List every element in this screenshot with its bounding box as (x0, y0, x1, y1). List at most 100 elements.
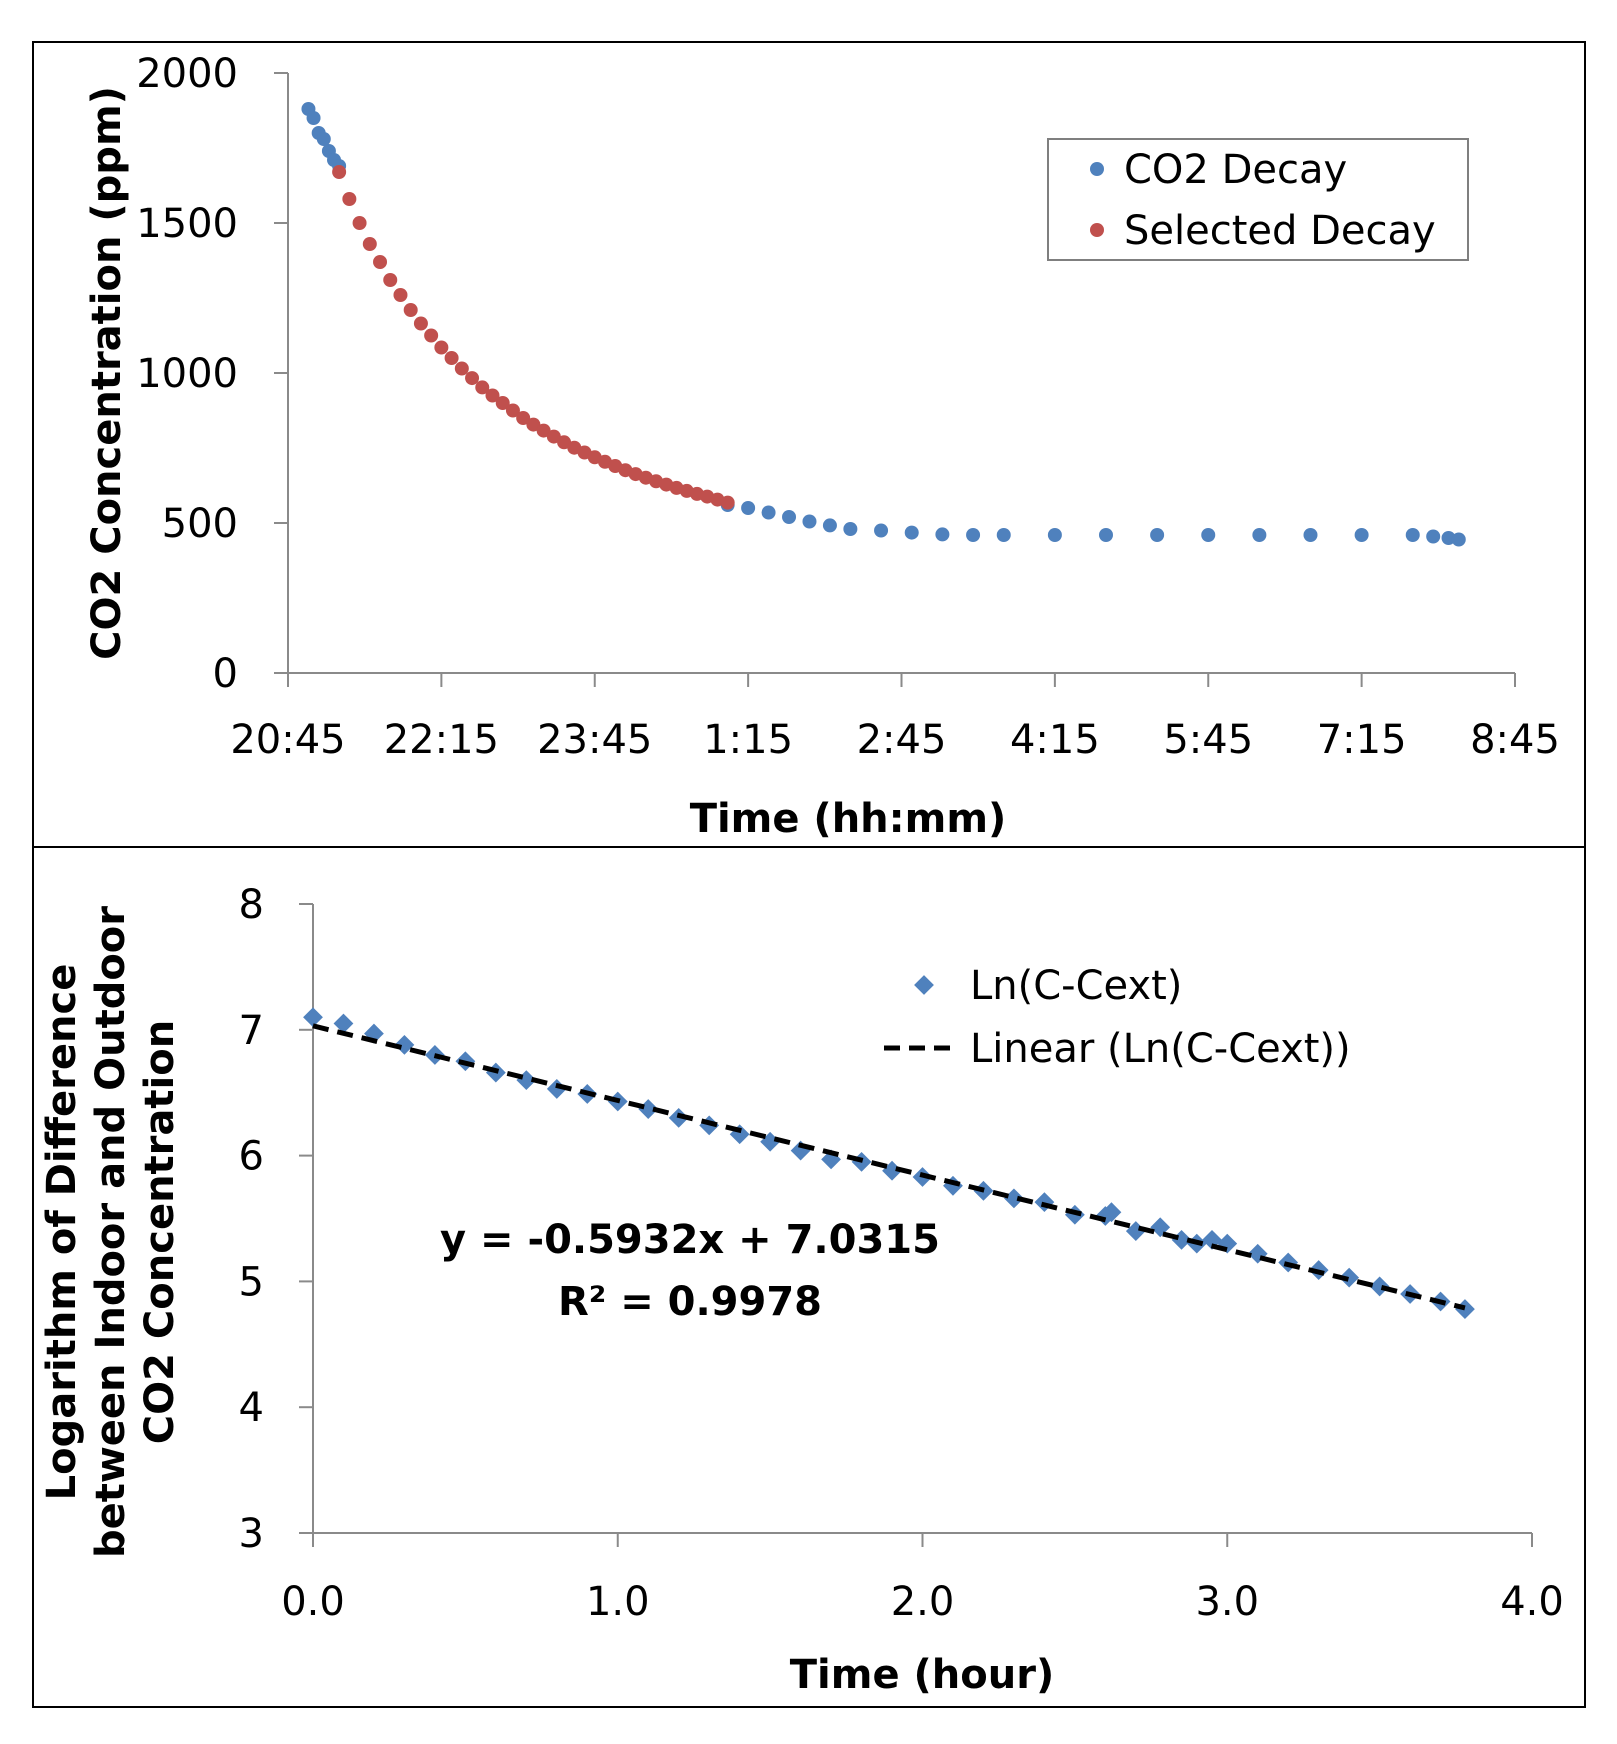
legend-label-linear-trend: Linear (Ln(C-Cext)) (970, 1026, 1351, 1072)
point-ln-c-cext (1339, 1267, 1360, 1288)
bottom-legend: Ln(C-Cext) Linear (Ln(C-Cext)) (884, 963, 1351, 1072)
bottom-y-tick-label: 4 (239, 1385, 264, 1431)
bottom-y-title-line-2: between Indoor and Outdoor (88, 906, 134, 1558)
point-selected-decay (383, 273, 398, 287)
bottom-x-tick-label: 1.0 (586, 1579, 650, 1625)
legend-marker-co2-decay (1090, 162, 1104, 176)
point-co2-decay (935, 527, 950, 542)
point-ln-c-cext (394, 1034, 415, 1055)
point-selected-decay (373, 255, 388, 269)
point-selected-decay (720, 495, 735, 510)
point-co2-decay (741, 501, 756, 515)
top-y-axis-title: CO2 Concentration (ppm) (84, 86, 130, 660)
point-selected-decay (505, 403, 520, 418)
top-x-tick-label: 1:15 (703, 717, 793, 763)
bottom-x-axis-title: Time (hour) (790, 1652, 1054, 1698)
point-co2-decay (782, 510, 797, 524)
point-co2-decay (802, 514, 817, 529)
point-co2-decay (1451, 532, 1466, 547)
point-selected-decay (444, 351, 459, 365)
top-x-tick-label: 8:45 (1470, 717, 1560, 763)
point-co2-decay (843, 522, 858, 536)
point-ln-c-cext (333, 1013, 354, 1034)
point-ln-c-cext (303, 1007, 323, 1028)
point-co2-decay (761, 505, 776, 520)
bottom-x-tick-label: 4.0 (1500, 1579, 1564, 1625)
point-ln-c-cext (1004, 1188, 1024, 1209)
point-co2-decay (1303, 528, 1318, 542)
top-y-tick-label: 500 (162, 501, 238, 547)
point-selected-decay (516, 411, 531, 425)
point-selected-decay (465, 371, 480, 386)
point-selected-decay (526, 417, 541, 432)
point-ln-c-cext (546, 1079, 567, 1099)
point-co2-decay (1047, 528, 1062, 542)
legend-label-ln-c-cext: Ln(C-Cext) (970, 963, 1182, 1009)
bottom-y-tick-label: 3 (239, 1511, 264, 1557)
bottom-panel-frame (32, 846, 1586, 1708)
point-selected-decay (362, 237, 377, 251)
point-selected-decay (485, 388, 500, 403)
bottom-y-axis-title: Logarithm of Difference between Indoor a… (39, 906, 183, 1558)
top-x-axis-title: Time (hh:mm) (690, 796, 1007, 842)
bottom-x-tick-label: 0.0 (281, 1579, 345, 1625)
point-ln-c-cext (638, 1099, 659, 1119)
top-x-tick-label: 20:45 (230, 717, 345, 763)
point-selected-decay (424, 328, 439, 343)
point-ln-c-cext (1369, 1276, 1390, 1297)
point-co2-decay (1441, 531, 1456, 545)
top-legend-box (1047, 138, 1469, 261)
point-co2-decay (874, 523, 889, 538)
point-selected-decay (403, 303, 418, 317)
point-selected-decay (352, 216, 367, 230)
point-selected-decay (393, 288, 408, 302)
point-selected-decay (342, 192, 357, 206)
point-co2-decay (1150, 528, 1165, 542)
point-selected-decay (434, 340, 449, 355)
point-co2-decay (822, 518, 837, 533)
point-co2-decay (316, 132, 331, 146)
bottom-y-tick-label: 7 (239, 1008, 264, 1054)
bottom-x-tick-label: 3.0 (1195, 1579, 1259, 1625)
top-chart: 0 500 1000 1500 2000 20:45 22:15 23:45 1:15 2:45… (84, 51, 1560, 842)
bottom-y-tick-label: 6 (239, 1134, 264, 1180)
top-y-tick-label: 2000 (136, 51, 238, 97)
point-ln-c-cext (1101, 1202, 1122, 1223)
point-selected-decay (536, 423, 551, 438)
point-co2-decay (1405, 528, 1420, 542)
legend-marker-ln-c-cext (914, 975, 934, 995)
bottom-y-tick-label: 5 (239, 1259, 264, 1305)
top-legend: CO2 Decay Selected Decay (1047, 138, 1469, 261)
top-y-tick-label: 1500 (136, 201, 238, 247)
point-co2-decay (1354, 528, 1369, 542)
r-squared-value: R² = 0.9978 (558, 1279, 822, 1325)
bottom-y-title-line-1: Logarithm of Difference (39, 964, 85, 1501)
point-selected-decay (332, 165, 347, 179)
point-co2-decay (966, 528, 981, 542)
point-co2-decay (1099, 528, 1113, 542)
top-x-tick-label: 4:15 (1010, 717, 1100, 763)
point-co2-decay (1426, 529, 1441, 544)
top-x-tick-label: 2:45 (857, 717, 947, 763)
legend-marker-selected-decay (1090, 223, 1104, 237)
point-selected-decay (546, 429, 561, 444)
top-y-tick-label: 1000 (136, 351, 238, 397)
point-co2-decay (306, 111, 321, 125)
point-selected-decay (413, 316, 428, 331)
top-x-tick-label: 23:45 (537, 717, 652, 763)
point-selected-decay (475, 380, 490, 395)
point-co2-decay (904, 525, 919, 540)
point-selected-decay (495, 396, 510, 410)
point-ln-c-cext (1455, 1299, 1475, 1319)
top-x-tick-label: 7:15 (1317, 717, 1407, 763)
top-x-tick-label: 5:45 (1163, 717, 1253, 763)
point-selected-decay (454, 361, 469, 376)
bottom-x-tick-label: 2.0 (891, 1579, 955, 1625)
bottom-y-tick-label: 8 (239, 882, 264, 928)
regression-equation: y = -0.5932x + 7.0315 (440, 1217, 940, 1263)
bottom-y-title-line-3: CO2 Concentration (137, 1020, 183, 1444)
point-co2-decay (1252, 528, 1267, 542)
point-co2-decay (1201, 528, 1216, 542)
